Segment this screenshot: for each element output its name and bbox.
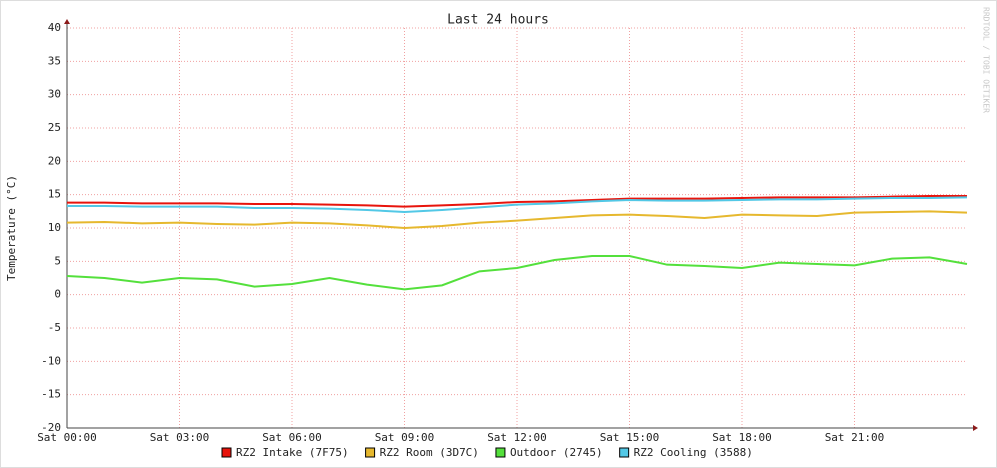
legend-label: RZ2 Intake (7F75)	[236, 446, 349, 459]
y-tick-label: -15	[41, 388, 61, 401]
y-tick-label: 15	[48, 188, 61, 201]
y-tick-label: -20	[41, 421, 61, 434]
y-tick-label: 5	[54, 254, 61, 267]
y-tick-label: 10	[48, 221, 61, 234]
x-tick-label: Sat 00:00	[37, 431, 97, 444]
chart-title: Last 24 hours	[447, 13, 549, 28]
legend-swatch	[221, 447, 232, 458]
x-tick-label: Sat 09:00	[375, 431, 435, 444]
y-tick-label: 20	[48, 154, 61, 167]
x-tick-label: Sat 03:00	[150, 431, 210, 444]
y-tick-label: 30	[48, 88, 61, 101]
y-tick-label: -5	[48, 321, 61, 334]
x-tick-label: Sat 12:00	[487, 431, 547, 444]
x-tick-label: Sat 15:00	[600, 431, 660, 444]
x-tick-label: Sat 18:00	[712, 431, 772, 444]
series-line	[66, 210, 968, 230]
y-tick-label: 0	[54, 288, 61, 301]
series-line	[66, 255, 968, 291]
legend-label: Outdoor (2745)	[510, 446, 603, 459]
series-line	[67, 196, 968, 214]
series-line	[67, 195, 967, 208]
legend-swatch	[365, 447, 376, 458]
legend-label: RZ2 Room (3D7C)	[380, 446, 479, 459]
y-tick-label: 40	[48, 21, 61, 34]
y-axis-arrow	[64, 19, 70, 24]
legend-swatch	[495, 447, 506, 458]
legend-label: RZ2 Cooling (3588)	[634, 446, 753, 459]
x-axis-arrow	[973, 425, 978, 431]
watermark: RRDTOOL / TOBI OETIKER	[982, 7, 991, 113]
y-axis-label: Temperature (°C)	[5, 175, 18, 281]
y-tick-label: -10	[41, 354, 61, 367]
y-tick-label: 35	[48, 54, 61, 67]
x-tick-label: Sat 21:00	[825, 431, 885, 444]
x-tick-label: Sat 06:00	[262, 431, 322, 444]
legend-swatch	[619, 447, 630, 458]
y-tick-label: 25	[48, 121, 61, 134]
